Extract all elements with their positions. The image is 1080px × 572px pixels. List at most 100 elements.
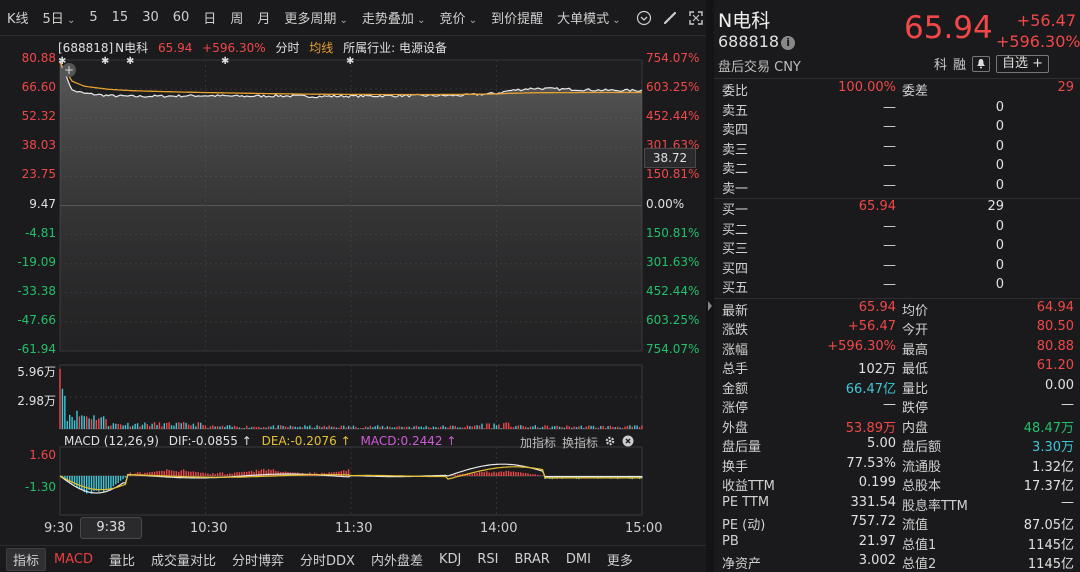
stat-value-2: 80.88 [1036, 338, 1074, 354]
toolbar-item-3[interactable]: 15 [111, 10, 129, 25]
indicator-tab-4[interactable]: 分时博弈 [232, 553, 285, 569]
toolbar-item-11[interactable]: 竞价 [433, 8, 485, 27]
add-indicator-button[interactable]: 加指标 [520, 436, 557, 450]
bid-row: 买二 — 0 [722, 219, 1074, 238]
switch-indicator-button[interactable]: 换指标 [562, 436, 599, 450]
bell-icon[interactable] [972, 55, 991, 72]
ask-row: 卖一 — 0 [722, 178, 1074, 197]
stat-row: 涨停 — 跌停 — [722, 397, 1074, 416]
ask-label: 卖四 [722, 123, 749, 138]
pct-axis-label: 754.07% [646, 51, 700, 65]
stat-row: 换手 77.53% 流通股 1.32亿 [722, 456, 1074, 475]
indicator-tab-1[interactable]: MACD [54, 551, 93, 567]
gear-icon[interactable] [604, 435, 616, 450]
toolbar-item-2[interactable]: 5 [89, 10, 98, 25]
stat-label: 换手 [722, 459, 749, 475]
chart-change-pct: +596.30% [202, 41, 266, 55]
tag-margin: 融 [953, 58, 967, 73]
stock-code: [688818] [58, 41, 114, 55]
stat-row: PB 21.97 总值1 1145亿 [722, 534, 1074, 553]
toolbar-item-8[interactable]: 月 [257, 12, 271, 27]
brush-icon[interactable] [660, 7, 680, 29]
stat-value: 331.54 [850, 494, 897, 510]
fullscreen-icon[interactable] [686, 7, 706, 29]
indicator-tab-0[interactable]: 指标 [6, 547, 47, 571]
toolbar-item-7[interactable]: 周 [230, 12, 244, 27]
close-icon[interactable] [622, 435, 634, 450]
event-marker: ✱ [346, 56, 354, 67]
stat-row: 涨幅 +596.30% 最高 80.88 [722, 339, 1074, 358]
price-axis-label: 66.60 [21, 80, 56, 95]
macd-min-label: -1.30 [24, 480, 56, 494]
toolbar-item-5[interactable]: 60 [172, 10, 190, 25]
info-icon[interactable]: i [781, 35, 796, 50]
chart-svg: ✱ ✱ ✱ ✱ ✱ [58, 56, 643, 516]
toolbar-item-6[interactable]: 日 [203, 12, 217, 27]
stat-value: 21.97 [858, 533, 896, 549]
stat-label-2: 最高 [902, 342, 929, 358]
stat-label: 收益TTM [722, 479, 775, 494]
indicator-tab-7[interactable]: KDJ [438, 551, 462, 567]
toolbar-item-0[interactable]: K线 [7, 12, 29, 27]
quote-change-block: +56.47 +596.30% [996, 10, 1080, 52]
toolbar-item-13[interactable]: 大单模式 [550, 8, 628, 27]
indicator-tab-6[interactable]: 内外盘差 [370, 553, 423, 569]
bid-price: 65.94 [858, 199, 896, 214]
pct-axis-label: 754.07% [646, 342, 700, 356]
ask-row: 卖五 — 0 [722, 100, 1074, 119]
bid-label: 买二 [722, 222, 749, 238]
indicator-tab-3[interactable]: 成交量对比 [151, 553, 217, 569]
stat-value: 5.00 [867, 436, 896, 451]
toolbar-item-4[interactable]: 30 [142, 10, 159, 25]
indicator-tab-5[interactable]: 分时DDX [300, 553, 355, 569]
stat-row: 涨跌 +56.47 今开 80.50 [722, 319, 1074, 338]
indicator-tab-2[interactable]: 量比 [108, 553, 135, 569]
price-axis-label: 9.47 [29, 196, 56, 211]
bid-vol: 0 [995, 238, 1004, 253]
stat-row: 收益TTM 0.199 总股本 17.37亿 [722, 475, 1074, 494]
indicator-tab-11[interactable]: 更多 [606, 553, 633, 569]
pct-axis-label: 452.44% [646, 109, 700, 124]
stat-value-2: 1145亿 [1027, 557, 1074, 572]
chevron-down-circle-icon[interactable] [634, 7, 654, 29]
bid-label: 买三 [722, 242, 749, 257]
intraday-chart-area[interactable]: [688818] N电科 65.94 +596.30% 分时 均线 所属行业: 电… [0, 37, 706, 545]
time-label-1130: 11:30 [335, 521, 373, 536]
panel-divider[interactable] [706, 0, 714, 572]
toolbar-item-12[interactable]: 到价提醒 [491, 12, 544, 27]
ask-price: — [883, 158, 896, 173]
toolbar-item-10[interactable]: 走势叠加 [355, 8, 433, 27]
pct-axis-label: 603.25% [646, 312, 700, 327]
ask-vol: 0 [995, 119, 1004, 134]
toolbar-item-1[interactable]: 5日 [36, 8, 83, 27]
diff-label: 委差 [902, 84, 929, 99]
indicator-tab-9[interactable]: BRAR [514, 551, 550, 567]
stat-label-2: 量比 [902, 381, 929, 397]
ask-row: 卖三 — 0 [722, 139, 1074, 158]
stat-row: PE TTM 331.54 股息率TTM — [722, 495, 1074, 514]
indicator-tab-10[interactable]: DMI [565, 551, 591, 567]
ratio-value: 100.00% [838, 80, 896, 95]
stat-label-2: 今开 [902, 323, 929, 338]
stat-value-2: 61.20 [1036, 358, 1074, 373]
industry-label: 所属行业: 电源设备 [343, 41, 447, 55]
time-label-1030: 10:30 [190, 521, 228, 536]
bid-label: 买五 [722, 281, 749, 296]
stat-label-2: 均价 [902, 303, 929, 319]
ask-price: — [883, 119, 896, 134]
stat-label: 涨停 [722, 401, 749, 416]
stat-value: 53.89万 [845, 420, 896, 436]
ask-row: 卖二 — 0 [722, 158, 1074, 177]
avg-line-label: 均线 [309, 41, 334, 55]
event-marker: ✱ [58, 56, 66, 67]
stat-label: 净资产 [722, 557, 762, 572]
add-watchlist-button[interactable]: 自选 + [996, 54, 1050, 73]
indicator-tab-8[interactable]: RSI [477, 551, 499, 567]
stat-label-2: 总股本 [902, 479, 942, 494]
price-axis-label: -47.66 [17, 312, 56, 327]
quote-session: 盘后交易 CNY [718, 60, 801, 75]
ask-vol: 0 [995, 138, 1004, 154]
stat-value: 77.53% [846, 455, 896, 471]
add-overlay-icon[interactable]: + [62, 63, 76, 77]
toolbar-item-9[interactable]: 更多周期 [277, 8, 355, 27]
